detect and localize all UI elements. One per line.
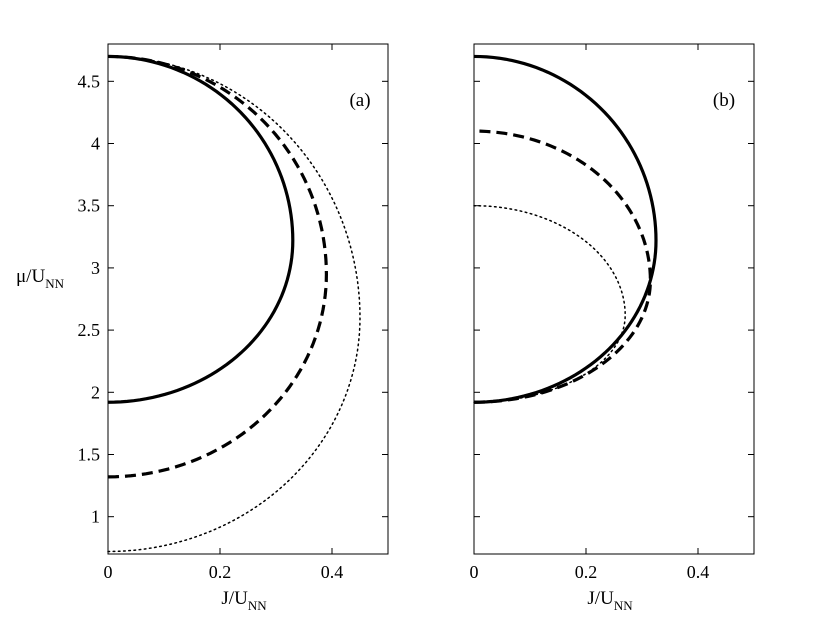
- panel-b: 0 0.2 0.4 (b) J/UNN: [470, 43, 755, 613]
- panel-a-ticks: 0 0.2 0.4 1 1.5 2 2.5 3 3.5 4 4.5: [78, 44, 388, 582]
- panel-b-ticks: 0 0.2 0.4: [470, 44, 754, 582]
- panel-b-xlabel-main: J/U: [587, 588, 614, 609]
- panel-b-xtick-label: 0.4: [687, 562, 710, 582]
- panel-a-ytick-label: 2.5: [78, 320, 101, 340]
- panel-a-label: (a): [349, 90, 370, 111]
- panel-a-xtick-label: 0.2: [209, 562, 232, 582]
- panel-a-ytick-label: 1.5: [78, 444, 101, 464]
- panel-a-ytick-label: 1: [91, 507, 100, 527]
- panel-a-curve-dotted: [107, 55, 361, 553]
- panel-a-frame: [107, 43, 389, 555]
- panel-a-ytick-label: 4.5: [78, 71, 101, 91]
- panel-a: 0 0.2 0.411.522.533.544.5 (a) J/UNN μ/UNN: [16, 43, 389, 613]
- panel-a-ytick-label: 2: [91, 382, 100, 402]
- panel-a-ylabel-main: μ/U: [16, 266, 45, 287]
- panel-b-curve-dashed: [473, 129, 653, 404]
- panel-a-xtick-label: 0.4: [321, 562, 344, 582]
- panel-b-curves: [473, 54, 658, 404]
- panel-b-label: (b): [713, 90, 735, 111]
- panel-a-curve-solid: [107, 54, 295, 404]
- panel-a-ylabel: μ/UNN: [16, 266, 65, 291]
- panel-a-ytick-label: 4: [91, 134, 100, 154]
- panel-a-xlabel-sub: NN: [248, 598, 267, 613]
- panel-b-curve-solid: [473, 54, 658, 404]
- panel-a-ytick-label: 3: [91, 258, 100, 278]
- panel-b-curve-dotted: [473, 204, 626, 403]
- panel-b-xtick-label: 0: [470, 562, 479, 582]
- panel-b-xlabel-sub: NN: [614, 598, 633, 613]
- panel-a-xtick-label: 0: [104, 562, 113, 582]
- panel-a-curves: [107, 54, 361, 553]
- panel-a-ylabel-sub: NN: [45, 276, 64, 291]
- panel-a-curve-dashed: [107, 54, 329, 479]
- panel-a-xlabel: J/UNN: [221, 588, 267, 613]
- panel-b-xlabel: J/UNN: [587, 588, 633, 613]
- panel-a-xlabel-main: J/U: [221, 588, 248, 609]
- panel-b-xtick-label: 0.2: [575, 562, 598, 582]
- panel-a-ytick-label: 3.5: [78, 196, 101, 216]
- panel-b-frame: [473, 43, 755, 555]
